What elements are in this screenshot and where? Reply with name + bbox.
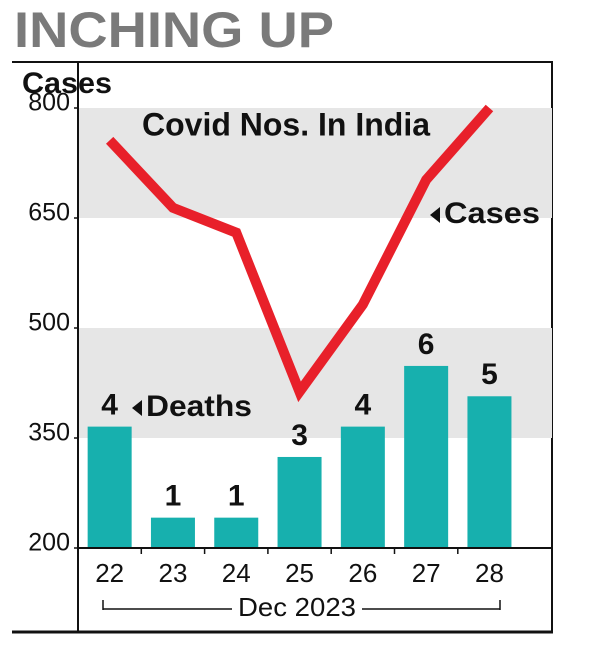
x-tick-label: 25 xyxy=(285,558,314,588)
bar xyxy=(214,517,259,548)
x-axis-title: Dec 2023 xyxy=(238,592,356,622)
chart-title: INCHING UP xyxy=(14,2,334,58)
data-label: 4 xyxy=(101,389,118,422)
y-tick-label: 200 xyxy=(28,529,70,557)
legend-label: Deaths xyxy=(146,390,252,423)
y-tick-label: 800 xyxy=(28,89,70,117)
y-axis-title: Cases xyxy=(22,67,112,100)
bar xyxy=(87,426,132,548)
x-tick-label: 28 xyxy=(475,558,504,588)
data-label: 1 xyxy=(228,480,245,513)
y-tick-label: 650 xyxy=(28,199,70,227)
bar xyxy=(467,396,512,548)
legend-label: Cases xyxy=(444,197,540,230)
data-label: 4 xyxy=(355,389,372,422)
legend-marker xyxy=(132,400,142,416)
data-label: 3 xyxy=(291,419,308,452)
bracket-gap xyxy=(232,594,362,624)
bar xyxy=(404,365,449,548)
x-tick-label: 26 xyxy=(348,558,377,588)
x-tick-label: 22 xyxy=(95,558,124,588)
line xyxy=(106,104,494,403)
plot: 200 350 500 650 800 4 1 1 3 4 6 5 22 23 24 25 26 27 28 Case… xyxy=(28,62,552,632)
bar xyxy=(150,517,195,548)
y-tick-label: 350 xyxy=(28,419,70,447)
data-label: 5 xyxy=(481,358,498,391)
x-tick-label: 24 xyxy=(222,558,251,588)
data-label: 6 xyxy=(418,328,435,361)
legend-marker xyxy=(430,207,440,223)
bar xyxy=(340,426,385,548)
y-tick-label: 500 xyxy=(28,309,70,337)
data-label: 1 xyxy=(165,480,182,513)
annotation: Covid Nos. In India xyxy=(142,106,430,142)
bar xyxy=(277,456,322,548)
x-tick-label: 23 xyxy=(158,558,187,588)
x-tick-label: 27 xyxy=(412,558,441,588)
